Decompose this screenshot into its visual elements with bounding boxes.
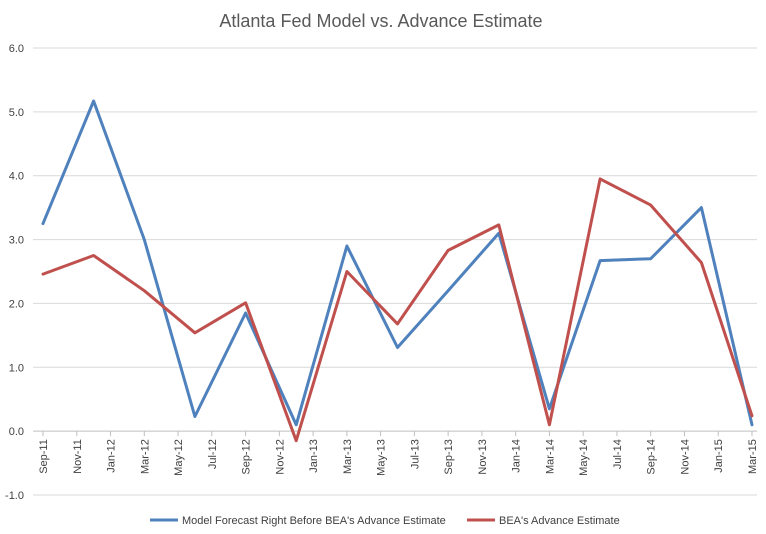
x-tick-label: Nov-13 — [477, 439, 489, 474]
series-line-bea-estimate — [41, 177, 754, 443]
x-tick-label: Sep-12 — [241, 439, 253, 474]
y-tick-label: 0.0 — [9, 426, 24, 438]
y-axis: -1.0 0.0 1.0 2.0 3.0 4.0 5.0 6.0 — [5, 43, 24, 502]
x-tick-label: Jul-13 — [409, 439, 421, 469]
legend-label-bea-estimate: BEA's Advance Estimate — [499, 515, 620, 527]
x-tick-label: Sep-11 — [38, 439, 50, 474]
series-lines — [41, 99, 754, 443]
x-tick-label: Jan-15 — [713, 439, 725, 473]
x-tick-label: Jul-14 — [612, 439, 624, 469]
x-tick-label: Mar-12 — [139, 439, 151, 474]
x-tick-label: May-13 — [376, 439, 388, 476]
y-tick-label: 4.0 — [9, 171, 24, 183]
x-tick-label: Mar-14 — [544, 439, 556, 474]
x-tick-label: Jan-12 — [106, 439, 118, 473]
x-tick-label: Sep-13 — [443, 439, 455, 474]
y-tick-label: 6.0 — [9, 43, 24, 55]
x-tick-label: Mar-15 — [747, 439, 759, 474]
x-tick-label: Nov-12 — [274, 439, 286, 474]
gridlines — [33, 47, 757, 496]
x-tick-label: Jan-13 — [308, 439, 320, 473]
y-tick-label: -1.0 — [5, 490, 24, 502]
x-tick-label: Jul-12 — [207, 439, 219, 469]
legend-label-model-forecast: Model Forecast Right Before BEA's Advanc… — [182, 515, 446, 527]
legend: Model Forecast Right Before BEA's Advanc… — [150, 515, 620, 527]
x-tick-label: May-12 — [173, 439, 185, 476]
y-tick-label: 5.0 — [9, 107, 24, 119]
x-tick-label: Nov-14 — [679, 439, 691, 474]
chart-title: Atlanta Fed Model vs. Advance Estimate — [219, 11, 542, 31]
x-tick-label: Nov-11 — [72, 439, 84, 474]
x-tick-label: Mar-13 — [342, 439, 354, 474]
x-tick-label: Jan-14 — [511, 439, 523, 473]
y-tick-label: 3.0 — [9, 235, 24, 247]
x-tick-label: May-14 — [578, 439, 590, 476]
x-tick-label: Sep-14 — [646, 439, 658, 474]
y-tick-label: 2.0 — [9, 298, 24, 310]
y-tick-label: 1.0 — [9, 362, 24, 374]
x-axis: Sep-11 Nov-11 Jan-12 Mar-12 May-12 Jul-12 Sep-… — [38, 431, 759, 476]
series-line-model-forecast — [41, 99, 754, 427]
